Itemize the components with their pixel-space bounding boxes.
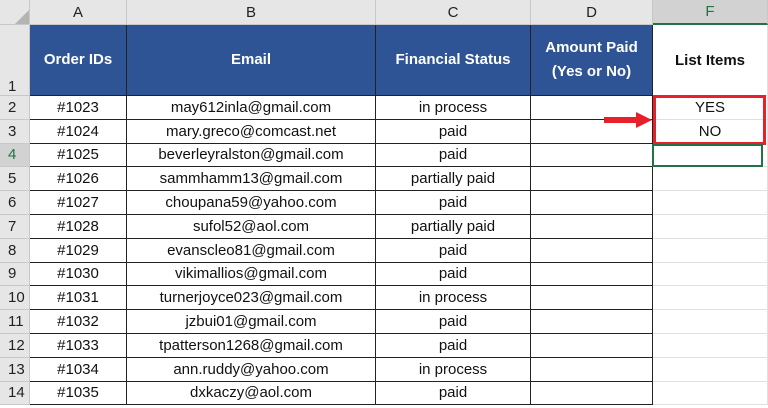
order-id-cell[interactable]: #1031 — [30, 286, 127, 311]
status-cell[interactable]: in process — [376, 357, 531, 382]
amount-paid-cell[interactable] — [531, 167, 653, 192]
select-all-triangle-icon — [15, 10, 29, 24]
order-id-cell[interactable]: #1023 — [30, 96, 127, 120]
column-header-B[interactable]: B — [127, 0, 376, 25]
header-list-items: List Items — [653, 25, 768, 96]
list-item-cell[interactable] — [653, 238, 768, 263]
email-cell[interactable]: vikimallios@gmail.com — [127, 262, 376, 287]
email-cell[interactable]: jzbui01@gmail.com — [127, 310, 376, 334]
email-cell[interactable]: evanscleo81@gmail.com — [127, 238, 376, 263]
header-email: Email — [127, 25, 376, 96]
amount-paid-cell[interactable] — [531, 238, 653, 263]
row-header-12[interactable]: 12 — [0, 334, 30, 358]
list-item-cell[interactable] — [653, 381, 768, 406]
status-cell[interactable]: paid — [376, 238, 531, 263]
email-cell[interactable]: sufol52@aol.com — [127, 215, 376, 239]
row-header-8[interactable]: 8 — [0, 238, 30, 263]
email-cell[interactable]: mary.greco@comcast.net — [127, 119, 376, 144]
email-cell[interactable]: tpatterson1268@gmail.com — [127, 334, 376, 358]
list-item-cell[interactable] — [653, 191, 768, 215]
status-cell[interactable]: paid — [376, 191, 531, 215]
header-order-ids: Order IDs — [30, 25, 127, 96]
order-id-cell[interactable]: #1025 — [30, 143, 127, 168]
email-cell[interactable]: choupana59@yahoo.com — [127, 191, 376, 215]
status-cell[interactable]: partially paid — [376, 215, 531, 239]
row-header-1[interactable]: 1 — [0, 25, 30, 96]
status-cell[interactable]: paid — [376, 143, 531, 168]
status-cell[interactable]: paid — [376, 381, 531, 406]
amount-paid-cell[interactable] — [531, 262, 653, 287]
email-cell[interactable]: sammhamm13@gmail.com — [127, 167, 376, 192]
amount-paid-cell[interactable] — [531, 357, 653, 382]
red-arrow-icon — [604, 111, 654, 128]
list-item-cell[interactable] — [653, 357, 768, 382]
selected-cell-F4[interactable] — [652, 143, 763, 168]
order-id-cell[interactable]: #1032 — [30, 310, 127, 334]
column-header-C[interactable]: C — [376, 0, 531, 25]
status-cell[interactable]: paid — [376, 119, 531, 144]
order-id-cell[interactable]: #1029 — [30, 238, 127, 263]
order-id-cell[interactable]: #1030 — [30, 262, 127, 287]
select-all-button[interactable] — [0, 0, 30, 25]
amount-paid-cell[interactable] — [531, 215, 653, 239]
email-cell[interactable]: ann.ruddy@yahoo.com — [127, 357, 376, 382]
amount-paid-cell[interactable] — [531, 286, 653, 311]
amount-paid-cell[interactable] — [531, 191, 653, 215]
order-id-cell[interactable]: #1026 — [30, 167, 127, 192]
list-item-cell[interactable] — [653, 167, 768, 192]
status-cell[interactable]: in process — [376, 96, 531, 120]
list-item-cell[interactable] — [653, 334, 768, 358]
header-amount-paid-line1: Amount Paid — [545, 39, 638, 56]
amount-paid-cell[interactable] — [531, 96, 653, 120]
row-header-9[interactable]: 9 — [0, 262, 30, 287]
row-header-3[interactable]: 3 — [0, 119, 30, 144]
status-cell[interactable]: paid — [376, 310, 531, 334]
status-cell[interactable]: paid — [376, 262, 531, 287]
email-cell[interactable]: dxkaczy@aol.com — [127, 381, 376, 406]
status-cell[interactable]: paid — [376, 334, 531, 358]
column-header-F[interactable]: F — [653, 0, 768, 25]
email-cell[interactable]: turnerjoyce023@gmail.com — [127, 286, 376, 311]
amount-paid-cell[interactable] — [531, 119, 653, 144]
status-cell[interactable]: partially paid — [376, 167, 531, 192]
order-id-cell[interactable]: #1035 — [30, 381, 127, 406]
header-financial-status: Financial Status — [376, 25, 531, 96]
row-header-13[interactable]: 13 — [0, 357, 30, 382]
amount-paid-cell[interactable] — [531, 334, 653, 358]
amount-paid-cell[interactable] — [531, 381, 653, 406]
row-header-14[interactable]: 14 — [0, 381, 30, 406]
row-header-4[interactable]: 4 — [0, 143, 30, 168]
row-header-10[interactable]: 10 — [0, 286, 30, 311]
header-amount-paid-line2: (Yes or No) — [551, 63, 632, 80]
email-cell[interactable]: beverleyralston@gmail.com — [127, 143, 376, 168]
column-header-D[interactable]: D — [531, 0, 653, 25]
row-header-11[interactable]: 11 — [0, 310, 30, 334]
column-header-A[interactable]: A — [30, 0, 127, 25]
row-header-7[interactable]: 7 — [0, 215, 30, 239]
order-id-cell[interactable]: #1024 — [30, 119, 127, 144]
list-item-cell[interactable] — [653, 310, 768, 334]
row-header-5[interactable]: 5 — [0, 167, 30, 192]
row-header-2[interactable]: 2 — [0, 96, 30, 120]
header-amount-paid: Amount Paid (Yes or No) — [531, 25, 653, 96]
status-cell[interactable]: in process — [376, 286, 531, 311]
list-items-highlight-box — [653, 95, 766, 145]
order-id-cell[interactable]: #1027 — [30, 191, 127, 215]
order-id-cell[interactable]: #1033 — [30, 334, 127, 358]
list-item-cell[interactable] — [653, 286, 768, 311]
order-id-cell[interactable]: #1034 — [30, 357, 127, 382]
amount-paid-cell[interactable] — [531, 143, 653, 168]
order-id-cell[interactable]: #1028 — [30, 215, 127, 239]
amount-paid-cell[interactable] — [531, 310, 653, 334]
email-cell[interactable]: may612inla@gmail.com — [127, 96, 376, 120]
list-item-cell[interactable] — [653, 215, 768, 239]
row-header-6[interactable]: 6 — [0, 191, 30, 215]
list-item-cell[interactable] — [653, 262, 768, 287]
